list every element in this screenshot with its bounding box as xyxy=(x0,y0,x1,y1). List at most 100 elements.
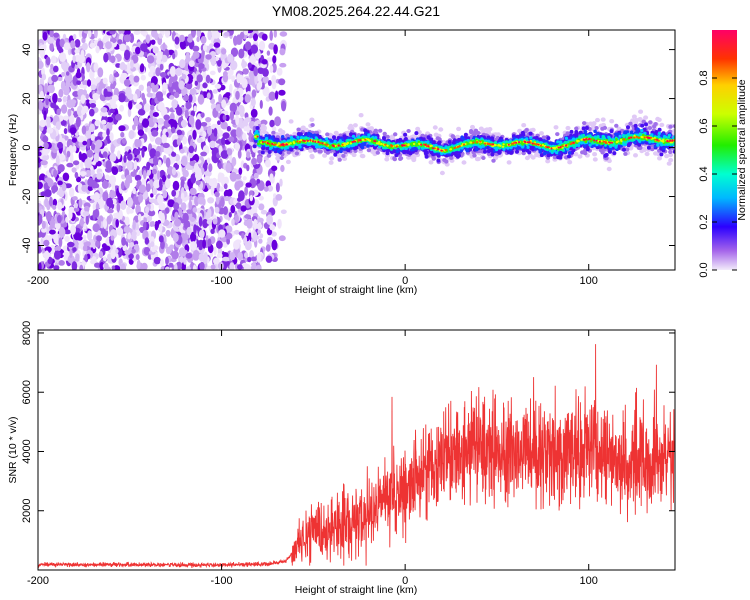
noise-speckle xyxy=(226,125,231,132)
signal-mark xyxy=(472,153,477,158)
noise-speckle xyxy=(68,139,73,144)
noise-speckle xyxy=(217,177,224,183)
noise-speckle xyxy=(137,109,146,116)
noise-speckle xyxy=(152,179,161,189)
noise-speckle xyxy=(57,76,63,82)
noise-speckle xyxy=(196,137,203,143)
noise-speckle xyxy=(82,211,90,217)
noise-speckle xyxy=(55,155,60,165)
noise-speckle xyxy=(133,93,138,103)
noise-speckle xyxy=(158,202,166,211)
signal-mark xyxy=(640,123,645,128)
signal-mark xyxy=(628,121,633,126)
signal-mark xyxy=(309,153,315,159)
noise-speckle xyxy=(267,80,272,86)
noise-speckle xyxy=(147,209,156,217)
noise-speckle xyxy=(133,30,141,35)
noise-speckle xyxy=(90,84,97,91)
signal-mark xyxy=(668,124,673,129)
noise-speckle xyxy=(243,30,249,36)
noise-speckle xyxy=(98,251,104,259)
noise-speckle xyxy=(96,235,102,242)
signal-mark xyxy=(606,166,612,172)
noise-speckle xyxy=(165,157,171,168)
noise-speckle xyxy=(59,52,67,62)
noise-speckle xyxy=(111,94,119,102)
noise-speckle xyxy=(79,264,84,270)
noise-speckle xyxy=(236,180,244,188)
noise-speckle xyxy=(49,229,56,235)
noise-speckle xyxy=(231,218,235,226)
signal-mark xyxy=(609,129,614,134)
noise-speckle xyxy=(136,259,141,270)
noise-speckle xyxy=(132,219,136,230)
noise-speckle xyxy=(273,30,277,38)
noise-speckle xyxy=(50,55,57,64)
noise-speckle xyxy=(224,261,230,266)
noise-speckle xyxy=(229,110,234,121)
noise-speckle xyxy=(41,73,47,81)
noise-speckle xyxy=(150,39,156,45)
noise-speckle xyxy=(95,45,100,54)
noise-speckle xyxy=(192,51,200,59)
signal-mark xyxy=(385,151,390,156)
noise-speckle xyxy=(137,129,145,136)
noise-speckle xyxy=(56,108,61,116)
signal-mark xyxy=(574,126,579,131)
noise-speckle xyxy=(87,230,93,241)
noise-speckle xyxy=(200,122,208,127)
noise-speckle xyxy=(142,51,148,57)
noise-speckle xyxy=(139,84,144,92)
noise-speckle xyxy=(179,148,185,154)
noise-speckle xyxy=(162,42,166,52)
noise-speckle xyxy=(193,105,197,112)
noise-speckle xyxy=(280,164,285,173)
noise-speckle xyxy=(130,171,137,178)
noise-speckle xyxy=(200,112,205,118)
signal-mark xyxy=(439,170,445,176)
noise-speckle xyxy=(230,60,238,71)
noise-speckle xyxy=(104,262,109,270)
signal-band xyxy=(252,109,675,176)
noise-speckle xyxy=(262,68,269,77)
noise-speckle xyxy=(111,166,119,175)
noise-speckle xyxy=(84,254,88,262)
noise-speckle xyxy=(137,213,142,222)
noise-speckle xyxy=(123,34,132,43)
noise-speckle xyxy=(57,201,63,211)
noise-speckle xyxy=(198,63,205,69)
noise-speckle xyxy=(231,156,237,167)
noise-speckle xyxy=(234,142,241,151)
noise-speckle xyxy=(121,237,126,246)
noise-speckle xyxy=(94,119,101,127)
noise-speckle xyxy=(217,120,221,125)
noise-speckle xyxy=(110,235,115,241)
noise-speckle xyxy=(158,235,164,243)
noise-speckle xyxy=(146,92,153,98)
noise-speckle xyxy=(250,54,255,60)
noise-speckle xyxy=(172,232,179,243)
noise-speckle xyxy=(49,43,54,52)
noise-speckle xyxy=(250,108,258,118)
noise-speckle xyxy=(157,170,161,180)
noise-speckle xyxy=(82,140,88,146)
noise-speckle xyxy=(205,117,212,123)
noise-speckle xyxy=(181,73,187,80)
noise-speckle xyxy=(236,73,242,84)
noise-speckle xyxy=(102,132,106,138)
noise-speckle xyxy=(235,239,242,244)
noise-speckle xyxy=(222,256,230,262)
signal-mark xyxy=(668,150,673,154)
signal-mark xyxy=(483,149,487,154)
noise-speckle xyxy=(235,34,243,45)
noise-speckle xyxy=(127,62,131,71)
noise-speckle xyxy=(169,95,175,100)
signal-mark xyxy=(582,121,587,126)
noise-speckle xyxy=(61,72,66,77)
noise-speckle xyxy=(146,85,151,94)
signal-mark xyxy=(348,123,354,129)
noise-speckle xyxy=(242,176,247,181)
signal-mark xyxy=(358,113,364,118)
noise-speckle xyxy=(58,237,63,248)
noise-speckle xyxy=(106,215,112,225)
